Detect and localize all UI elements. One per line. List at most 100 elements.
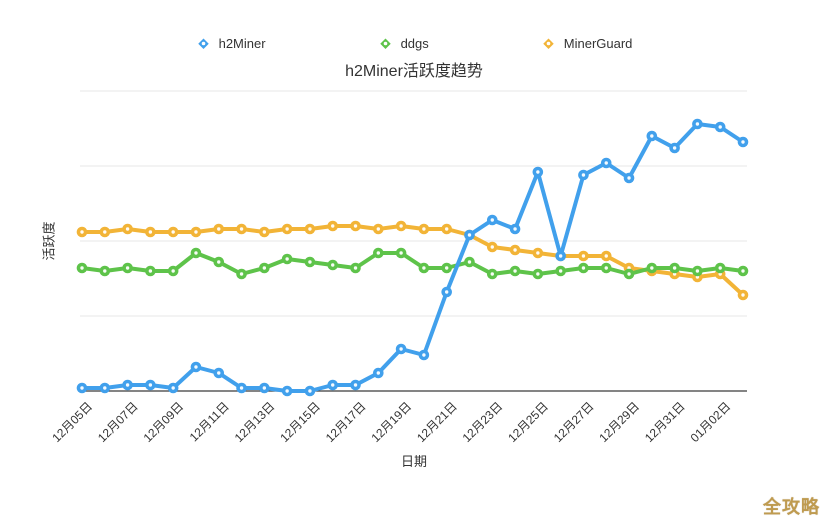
data-point-center xyxy=(285,389,289,393)
data-point-center xyxy=(353,266,358,270)
legend-item-minerguard[interactable]: MinerGuard xyxy=(541,36,632,51)
data-point-center xyxy=(536,251,540,255)
data-point-center xyxy=(627,272,631,276)
data-point-center xyxy=(217,260,221,264)
data-point-center xyxy=(239,386,244,390)
data-point-center xyxy=(171,386,175,390)
data-point-center xyxy=(718,266,722,270)
data-point-center xyxy=(80,266,84,270)
data-point-center xyxy=(581,254,586,258)
data-point-center xyxy=(490,218,494,222)
data-point-center xyxy=(581,266,586,270)
x-tick-label: 12月11日 xyxy=(187,399,232,444)
x-tick-label: 12月27日 xyxy=(551,399,597,445)
chart-legend: h2Miner ddgs MinerGuard xyxy=(0,36,828,51)
diamond-marker-icon xyxy=(197,38,209,50)
data-point-center xyxy=(239,272,244,276)
data-point-center xyxy=(672,266,677,270)
legend-item-h2miner[interactable]: h2Miner xyxy=(196,36,266,51)
data-point-center xyxy=(444,266,449,270)
data-point-center xyxy=(103,386,107,390)
data-point-center xyxy=(422,266,426,270)
data-point-center xyxy=(285,227,289,231)
x-tick-label: 12月17日 xyxy=(323,399,369,445)
data-point-center xyxy=(171,230,175,234)
data-point-center xyxy=(125,383,130,387)
x-tick-label: 12月05日 xyxy=(49,399,95,445)
data-point-center xyxy=(376,251,381,255)
data-point-center xyxy=(422,227,426,231)
data-point-center xyxy=(741,293,745,297)
x-tick-label: 01月02日 xyxy=(688,399,734,445)
data-point-center xyxy=(80,386,84,390)
x-tick-label: 12月21日 xyxy=(414,399,460,445)
data-point-center xyxy=(353,224,358,228)
legend-item-ddgs[interactable]: ddgs xyxy=(378,36,429,51)
data-point-center xyxy=(331,383,335,387)
x-tick-label: 12月29日 xyxy=(596,399,642,445)
data-point-center xyxy=(558,269,563,273)
data-point-center xyxy=(695,269,700,273)
x-tick-label: 12月19日 xyxy=(368,399,414,445)
data-point-center xyxy=(194,251,198,255)
data-point-center xyxy=(399,347,403,351)
x-tick-label: 12月07日 xyxy=(95,399,141,445)
data-point-center xyxy=(376,227,381,231)
data-point-center xyxy=(741,140,745,144)
data-point-center xyxy=(399,251,403,255)
data-point-center xyxy=(672,146,677,150)
data-point-center xyxy=(536,170,540,174)
data-point-center xyxy=(285,257,289,261)
watermark-text: 全攻略 xyxy=(763,497,820,517)
data-point-center xyxy=(148,383,153,387)
diamond-marker-icon xyxy=(379,38,391,50)
data-point-center xyxy=(513,227,517,231)
chart-title: h2Miner活跃度趋势 xyxy=(345,63,483,80)
y-axis-title: 活跃度 xyxy=(41,221,57,261)
data-point-center xyxy=(467,260,472,264)
data-point-center xyxy=(217,371,221,375)
data-point-center xyxy=(513,269,517,273)
data-point-center xyxy=(262,266,267,270)
data-point-center xyxy=(308,227,312,231)
data-point-center xyxy=(308,260,312,264)
data-point-center xyxy=(650,266,654,270)
data-point-center xyxy=(627,176,631,180)
data-point-center xyxy=(239,227,244,231)
data-point-center xyxy=(741,269,745,273)
data-point-center xyxy=(695,122,700,126)
x-tick-label: 12月31日 xyxy=(642,399,688,445)
data-point-center xyxy=(604,266,608,270)
x-tick-label: 12月25日 xyxy=(505,399,551,445)
x-tick-label: 12月15日 xyxy=(277,399,323,445)
data-point-center xyxy=(399,224,403,228)
data-point-center xyxy=(604,254,608,258)
data-point-center xyxy=(103,269,107,273)
series-line-h2Miner xyxy=(80,122,745,393)
data-point-center xyxy=(604,161,608,165)
data-point-center xyxy=(513,248,517,252)
data-point-center xyxy=(331,263,335,267)
data-point-center xyxy=(125,266,130,270)
data-point-center xyxy=(422,353,426,357)
data-point-center xyxy=(331,224,335,228)
data-point-center xyxy=(262,386,267,390)
legend-label: h2Miner xyxy=(218,36,266,51)
data-point-center xyxy=(308,389,312,393)
legend-label: ddgs xyxy=(400,36,429,51)
x-tick-label: 12月13日 xyxy=(232,399,278,445)
data-point-center xyxy=(171,269,175,273)
data-point-center xyxy=(581,173,586,177)
data-point-center xyxy=(217,227,221,231)
data-point-center xyxy=(194,230,198,234)
x-tick-label: 12月23日 xyxy=(460,399,506,445)
data-point-center xyxy=(444,290,449,294)
data-point-center xyxy=(125,227,130,231)
data-point-center xyxy=(490,272,494,276)
data-point-center xyxy=(148,230,153,234)
data-point-center xyxy=(490,245,494,249)
series-line-ddgs xyxy=(80,251,745,276)
data-point-center xyxy=(80,230,84,234)
